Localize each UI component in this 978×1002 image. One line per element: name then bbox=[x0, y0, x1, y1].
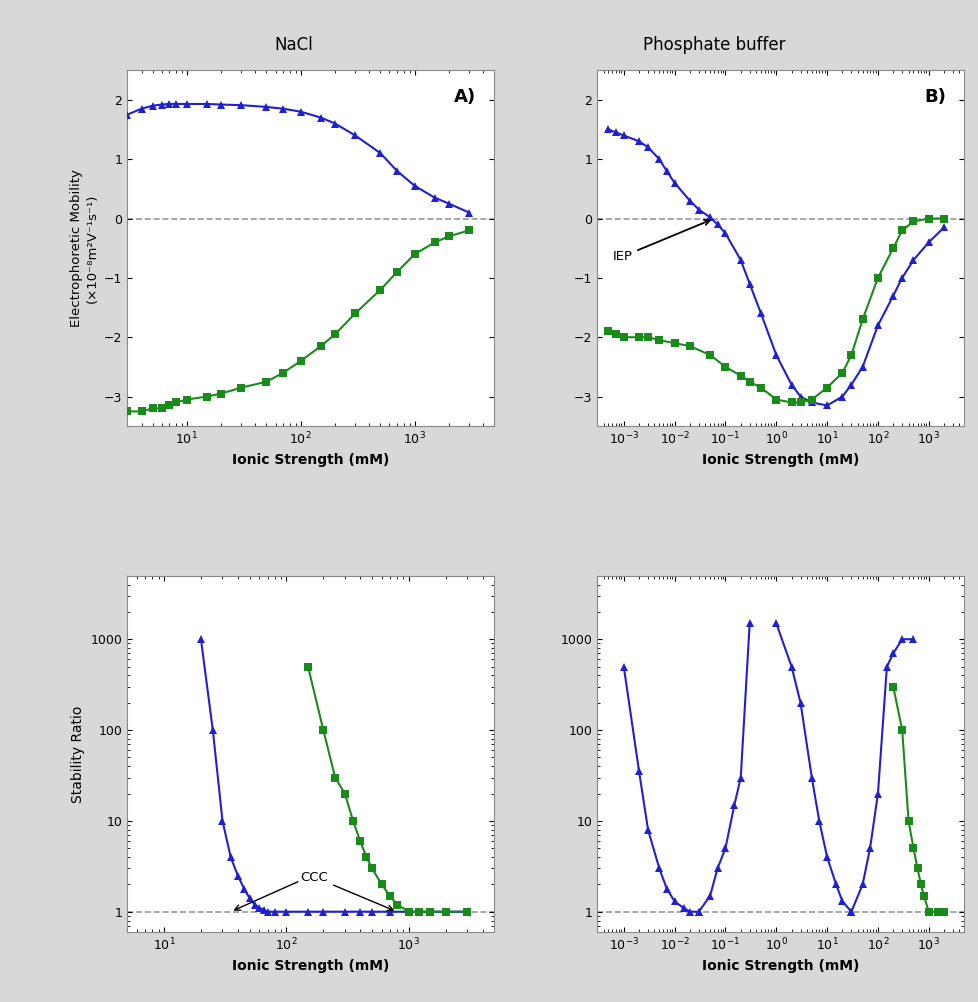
X-axis label: Ionic Strength (mM): Ionic Strength (mM) bbox=[701, 453, 859, 467]
Y-axis label: Electrophoretic Mobility
(×10⁻⁸m²V⁻¹s⁻¹): Electrophoretic Mobility (×10⁻⁸m²V⁻¹s⁻¹) bbox=[70, 169, 99, 327]
Text: NaCl: NaCl bbox=[274, 36, 313, 54]
X-axis label: Ionic Strength (mM): Ionic Strength (mM) bbox=[701, 959, 859, 973]
Text: CCC: CCC bbox=[300, 871, 392, 911]
X-axis label: Ionic Strength (mM): Ionic Strength (mM) bbox=[232, 959, 389, 973]
Y-axis label: Stability Ratio: Stability Ratio bbox=[71, 705, 85, 803]
Text: A): A) bbox=[454, 88, 475, 106]
Text: IEP: IEP bbox=[612, 219, 709, 264]
X-axis label: Ionic Strength (mM): Ionic Strength (mM) bbox=[232, 453, 389, 467]
Text: B): B) bbox=[923, 88, 945, 106]
Text: Phosphate buffer: Phosphate buffer bbox=[643, 36, 785, 54]
